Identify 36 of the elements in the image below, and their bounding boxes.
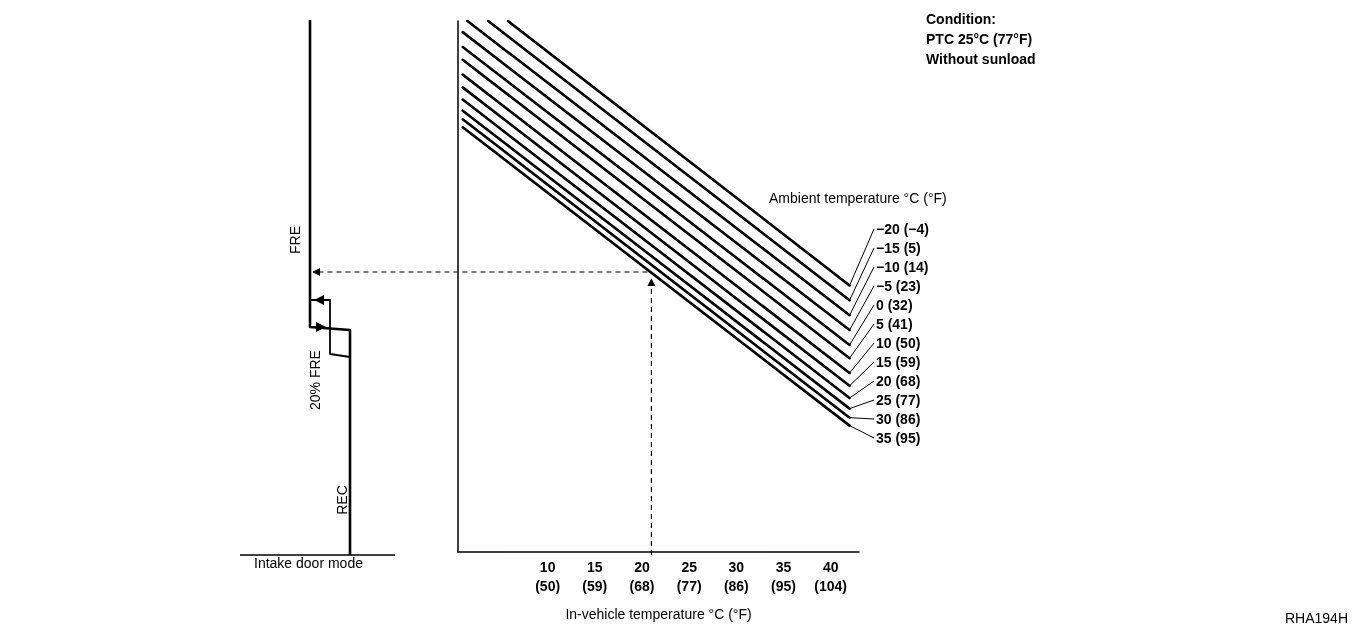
legend-label: 15 (59) (876, 354, 921, 370)
x2-tick-label: (95) (771, 578, 796, 594)
x-tick-label: 40 (822, 559, 839, 575)
text: 20% FRE (307, 350, 323, 410)
x-tick-label: 30 (728, 559, 745, 575)
text: −15 (5) (876, 240, 921, 256)
text: FRE (287, 226, 303, 254)
x2-tick-label: (77) (676, 578, 702, 594)
text: RHA194H (1284, 610, 1348, 626)
x2-tick-label: (86) (723, 578, 749, 594)
x2-tick-label: (50) (535, 578, 561, 594)
text: Without sunload (926, 51, 1036, 67)
text: 0 (32) (876, 297, 913, 313)
text: Condition: (926, 11, 996, 27)
x-tick-label: 15 (587, 559, 603, 575)
legend-label: 35 (95) (876, 430, 921, 446)
x2-tick-label: (68) (629, 578, 655, 594)
text: −5 (23) (876, 278, 921, 294)
x-tick-label: 25 (681, 559, 698, 575)
text: 10 (50) (876, 335, 921, 351)
x-tick-label: 10 (539, 559, 556, 575)
text: −20 (−4) (876, 221, 929, 237)
legend-label: 25 (77) (876, 392, 921, 408)
text: Intake door mode (254, 555, 364, 571)
text: REC (334, 485, 350, 515)
text: −10 (14) (876, 259, 929, 275)
legend-title: Ambient temperature °C (°F) (769, 190, 947, 206)
x2-tick-label: (104) (814, 578, 848, 594)
x-axis-title: In-vehicle temperature °C (°F) (565, 606, 752, 622)
x2-tick-label: (59) (582, 578, 608, 594)
legend-label: 20 (68) (876, 373, 921, 389)
x-tick-label: 20 (634, 559, 650, 575)
legend-label: 30 (86) (876, 411, 921, 427)
text: 5 (41) (876, 316, 913, 332)
text: PTC 25°C (77°F) (926, 31, 1033, 47)
x-tick-label: 35 (775, 559, 792, 575)
